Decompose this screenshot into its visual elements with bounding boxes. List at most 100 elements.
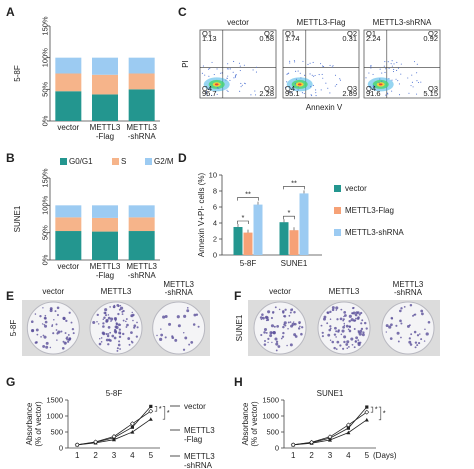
colony-dot xyxy=(260,333,263,337)
event-dot xyxy=(325,82,327,84)
colony-dot xyxy=(193,313,197,317)
colony-dot xyxy=(323,315,327,319)
colony-dot xyxy=(424,328,426,330)
event-dot xyxy=(288,91,290,93)
colony-dot xyxy=(49,346,52,349)
quadrant-value: Q2 0.92 xyxy=(423,29,438,43)
colony-dot xyxy=(299,325,301,328)
event-dot xyxy=(294,61,296,63)
plate-title: METTL3 -shRNA xyxy=(393,280,424,297)
colony-dot xyxy=(357,342,361,347)
bar-segment xyxy=(55,217,82,232)
colony-dot xyxy=(322,317,326,321)
y-tick-label: 4 xyxy=(213,219,217,228)
y-tick-label: 50% xyxy=(41,81,50,96)
colony-dot xyxy=(30,328,35,333)
colony-dot xyxy=(96,313,99,317)
sig-bracket xyxy=(370,406,374,413)
colony-dot xyxy=(389,337,393,340)
colony-dot xyxy=(410,333,413,336)
colony-dot xyxy=(287,327,289,330)
colony-dot xyxy=(109,339,112,342)
event-dot xyxy=(416,80,418,82)
event-dot xyxy=(365,77,367,79)
event-dot xyxy=(413,61,416,63)
event-dot xyxy=(384,71,386,74)
colony-dot xyxy=(174,338,178,342)
colony-dot xyxy=(355,311,359,314)
colony-dot xyxy=(117,312,120,316)
colony-dot xyxy=(331,306,335,310)
event-dot xyxy=(291,91,293,93)
colony-dot xyxy=(156,334,158,337)
colony-dot xyxy=(283,323,286,326)
x-tick-label: vector xyxy=(57,123,79,132)
colony-dot xyxy=(350,318,354,322)
colony-dot xyxy=(56,314,59,317)
panel-label-h: H xyxy=(234,375,243,389)
colony-dot xyxy=(267,337,270,340)
quadrant-value: Q1 2.24 xyxy=(366,29,381,43)
colony-dot xyxy=(97,323,100,325)
sig-mark: * xyxy=(242,213,245,222)
event-dot xyxy=(300,77,302,79)
event-dot xyxy=(204,74,206,76)
event-dot xyxy=(412,86,414,88)
colony-dot xyxy=(68,311,71,314)
colony-dot xyxy=(269,334,273,338)
event-dot xyxy=(233,60,235,63)
colony-dot xyxy=(347,328,350,331)
colony-dot xyxy=(361,333,365,337)
colony-dot xyxy=(362,331,365,334)
bar xyxy=(289,230,299,255)
event-dot xyxy=(388,78,390,80)
event-dot xyxy=(393,68,395,71)
colony-dot xyxy=(390,323,393,327)
event-dot xyxy=(307,63,309,66)
colony-dot xyxy=(110,320,112,322)
colony-dot xyxy=(414,341,418,344)
event-dot xyxy=(206,95,208,97)
colony-dot xyxy=(125,318,128,321)
colony-dot xyxy=(346,340,350,344)
chart-title: 5-8F xyxy=(106,389,123,398)
y-tick-label: 500 xyxy=(50,428,63,437)
colony-dot xyxy=(131,311,133,314)
sig-mark: * xyxy=(159,404,162,413)
colony-dot xyxy=(329,310,332,314)
event-dot xyxy=(289,60,291,62)
event-dot xyxy=(205,91,208,93)
colony-dot xyxy=(360,327,364,331)
event-dot xyxy=(381,72,383,74)
legend-swatch xyxy=(334,207,341,214)
colony-dot xyxy=(274,337,278,341)
bar-segment xyxy=(92,94,118,121)
event-dot xyxy=(211,94,213,97)
colony-plates-e: vector METTL3 METTL3 -shRNA 5-8F xyxy=(9,280,210,356)
colony-dot xyxy=(30,320,34,324)
y-tick-label: 1000 xyxy=(46,412,63,421)
colony-dot xyxy=(416,344,419,347)
y-tick-label: 0% xyxy=(41,115,50,126)
colony-dot xyxy=(100,337,103,339)
event-dot xyxy=(320,63,322,65)
colony-dot xyxy=(351,343,354,346)
event-dot xyxy=(299,72,301,74)
legend-label: G0/G1 xyxy=(69,157,93,166)
colony-dot xyxy=(263,331,266,334)
event-dot xyxy=(202,65,204,67)
y-tick-label: 1500 xyxy=(46,396,63,405)
colony-dot xyxy=(53,319,55,321)
bar xyxy=(233,227,243,255)
colony-dot xyxy=(66,336,69,339)
event-dot xyxy=(211,61,213,63)
event-dot xyxy=(398,83,400,85)
colony-dot xyxy=(100,341,103,343)
colony-dot xyxy=(39,315,42,318)
colony-dot xyxy=(321,331,324,334)
event-dot xyxy=(240,86,242,88)
sig-mark: * xyxy=(383,408,386,417)
legend-swatch xyxy=(60,158,67,165)
colony-dot xyxy=(115,323,119,326)
